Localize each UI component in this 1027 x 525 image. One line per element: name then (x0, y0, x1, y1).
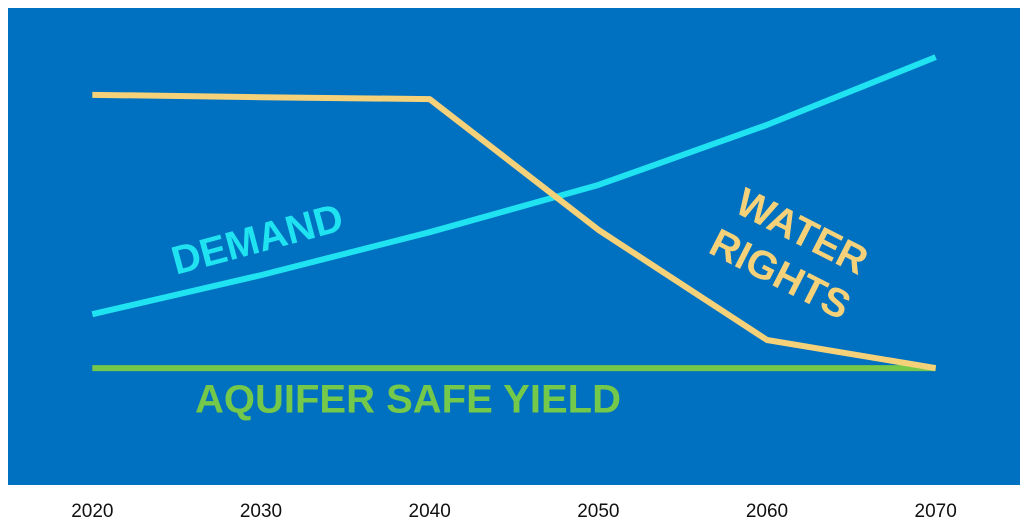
x-tick-label: 2020 (71, 501, 113, 522)
line (91, 54, 937, 318)
x-tick-label: 2060 (746, 501, 788, 522)
series-label: AQUIFER SAFE YIELD (195, 378, 621, 422)
x-tick-label: 2040 (409, 501, 451, 522)
x-tick-label: 2070 (915, 501, 957, 522)
x-tick-label: 2050 (577, 501, 619, 522)
plot-area (8, 8, 1020, 485)
x-tick-label: 2030 (240, 501, 282, 522)
line (92, 91, 937, 372)
